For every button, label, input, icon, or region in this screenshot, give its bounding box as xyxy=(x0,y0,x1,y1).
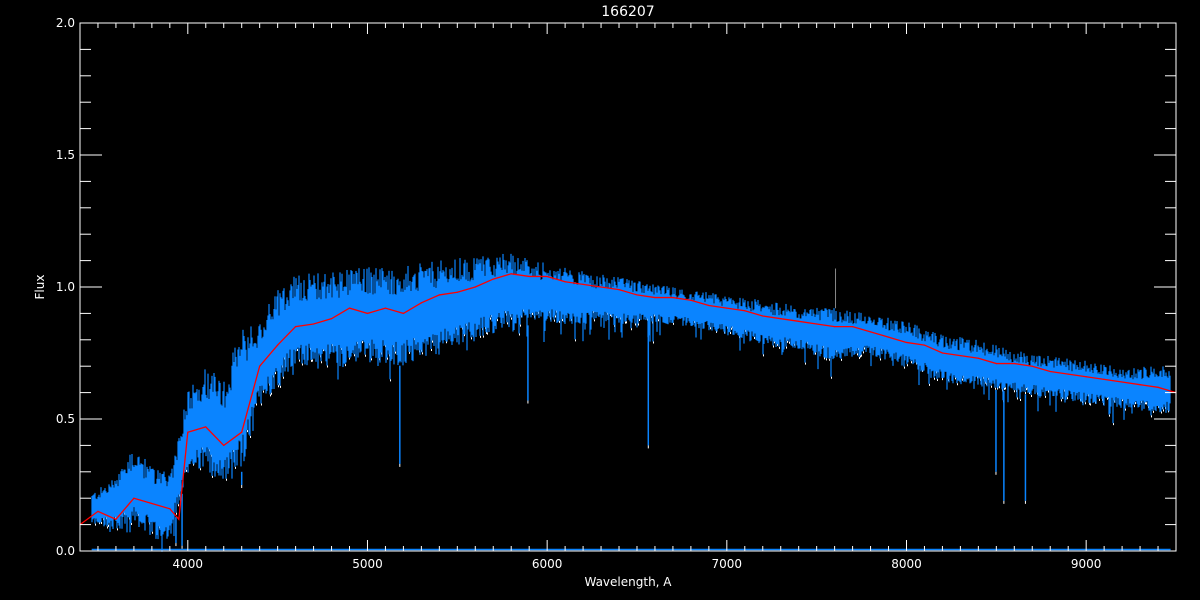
continuum-point xyxy=(654,296,656,299)
continuum-point xyxy=(1013,362,1015,365)
chart-title: 166207 xyxy=(601,4,654,20)
continuum-point xyxy=(187,431,189,433)
x-tick-label: 4000 xyxy=(173,557,204,571)
y-tick-label: 1.5 xyxy=(56,148,75,162)
continuum-point xyxy=(348,307,351,309)
continuum-point xyxy=(420,302,422,304)
continuum-point xyxy=(923,344,926,346)
continuum-point xyxy=(402,312,405,314)
y-axis-label: Flux xyxy=(33,275,47,300)
y-tick-label: 2.0 xyxy=(56,16,75,30)
continuum-point xyxy=(816,323,818,325)
continuum-point xyxy=(366,312,369,314)
y-tick-label: 1.0 xyxy=(56,280,75,294)
continuum-point xyxy=(546,275,548,278)
continuum-point xyxy=(905,341,908,344)
continuum-point xyxy=(223,444,225,446)
continuum-point xyxy=(780,318,782,320)
continuum-point xyxy=(869,331,872,333)
continuum-point xyxy=(672,296,674,299)
continuum-point xyxy=(384,307,387,309)
continuum-point xyxy=(474,286,476,288)
continuum-point xyxy=(1139,384,1141,386)
continuum-series xyxy=(79,273,1177,526)
continuum-point xyxy=(977,357,979,359)
continuum-point xyxy=(1157,386,1159,388)
continuum-point xyxy=(1121,381,1123,383)
x-tick-label: 7000 xyxy=(712,557,743,571)
x-tick-label: 5000 xyxy=(352,557,383,571)
continuum-point xyxy=(600,286,602,288)
continuum-point xyxy=(726,307,728,309)
continuum-point xyxy=(277,344,279,346)
continuum-point xyxy=(1067,373,1069,375)
x-axis-label: Wavelength, A xyxy=(584,575,672,589)
continuum-point xyxy=(959,355,961,357)
continuum-point xyxy=(133,497,135,499)
continuum-point xyxy=(834,326,836,328)
continuum-point xyxy=(115,518,117,520)
continuum-point xyxy=(492,278,494,280)
continuum-point xyxy=(618,289,620,291)
continuum-point xyxy=(259,365,261,367)
continuum-point xyxy=(205,426,207,428)
y-tick-label: 0.5 xyxy=(56,412,75,426)
continuum-point xyxy=(510,273,512,275)
continuum-point xyxy=(708,304,710,307)
continuum-point xyxy=(438,294,440,296)
continuum-point xyxy=(97,510,99,512)
continuum-point xyxy=(851,326,854,328)
continuum-point xyxy=(636,294,638,296)
continuum-point xyxy=(330,318,333,320)
y-tick-label: 0.0 xyxy=(56,544,75,558)
continuum-point xyxy=(744,310,746,312)
continuum-point xyxy=(762,315,764,317)
continuum-point xyxy=(941,352,944,354)
continuum-point xyxy=(169,508,171,510)
continuum-point xyxy=(887,336,890,338)
continuum-point xyxy=(1085,376,1087,378)
axes: 4000 5000 6000 7000 8000 9000 0.0 0.5 1.0 1.5 2.0 xyxy=(56,16,1177,571)
continuum-point xyxy=(528,275,530,278)
continuum-point xyxy=(456,291,458,293)
continuum-point xyxy=(295,326,297,328)
x-tick-label: 9000 xyxy=(1071,557,1102,571)
spectrum-series xyxy=(91,253,1171,552)
continuum-point xyxy=(690,299,692,301)
x-tick-label: 6000 xyxy=(532,557,563,571)
continuum-point xyxy=(798,320,800,322)
continuum-point xyxy=(1031,365,1033,367)
continuum-point xyxy=(995,362,997,365)
continuum-point xyxy=(582,283,584,285)
continuum-point xyxy=(151,502,153,505)
continuum-point xyxy=(564,281,566,283)
continuum-point xyxy=(1049,370,1051,373)
continuum-point xyxy=(241,431,243,433)
x-tick-label: 8000 xyxy=(891,557,922,571)
continuum-point xyxy=(312,323,315,325)
continuum-point xyxy=(178,518,180,520)
continuum-point xyxy=(1103,378,1105,380)
